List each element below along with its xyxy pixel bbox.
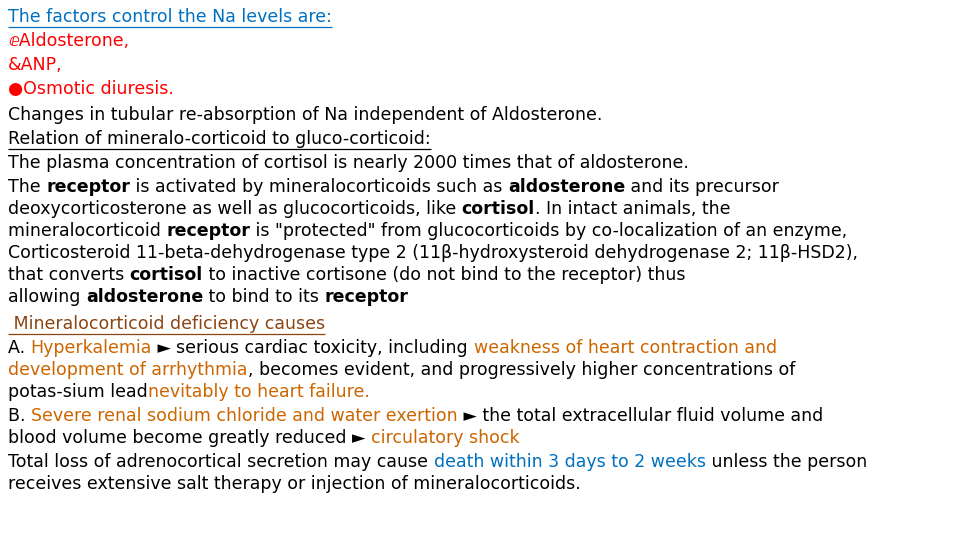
Text: circulatory shock: circulatory shock xyxy=(371,429,519,447)
Text: ►: ► xyxy=(152,339,177,357)
Text: to bind to its: to bind to its xyxy=(204,288,324,306)
Text: that converts: that converts xyxy=(8,266,130,284)
Text: , becomes evident, and progressively higher concentrations of: , becomes evident, and progressively hig… xyxy=(248,361,795,379)
Text: deoxycorticosterone as well as glucocorticoids, like: deoxycorticosterone as well as glucocort… xyxy=(8,200,462,218)
Text: receptor: receptor xyxy=(46,178,130,196)
Text: cortisol: cortisol xyxy=(462,200,535,218)
Text: aldosterone: aldosterone xyxy=(508,178,625,196)
Text: Hyperkalemia: Hyperkalemia xyxy=(31,339,152,357)
Text: ●Osmotic diuresis.: ●Osmotic diuresis. xyxy=(8,80,174,98)
Text: development of arrhythmia: development of arrhythmia xyxy=(8,361,248,379)
Text: is activated by mineralocorticoids such as: is activated by mineralocorticoids such … xyxy=(130,178,508,196)
Text: The: The xyxy=(8,178,46,196)
Text: receptor: receptor xyxy=(166,222,251,240)
Text: Severe renal sodium chloride and water exertion: Severe renal sodium chloride and water e… xyxy=(31,407,458,425)
Text: mineralocorticoid: mineralocorticoid xyxy=(8,222,166,240)
Text: potas-sium lead: potas-sium lead xyxy=(8,383,148,401)
Text: Corticosteroid 11-beta-dehydrogenase type 2 (11β-hydroxysteroid dehydrogenase 2;: Corticosteroid 11-beta-dehydrogenase typ… xyxy=(8,244,858,262)
Text: A.: A. xyxy=(8,339,31,357)
Text: Mineralocorticoid deficiency causes: Mineralocorticoid deficiency causes xyxy=(8,315,325,333)
Text: ► the total extracellular fluid volume and: ► the total extracellular fluid volume a… xyxy=(458,407,823,425)
Text: The plasma concentration of cortisol is nearly 2000 times that of aldosterone.: The plasma concentration of cortisol is … xyxy=(8,154,689,172)
Text: B.: B. xyxy=(8,407,31,425)
Text: Total loss of adrenocortical secretion may cause: Total loss of adrenocortical secretion m… xyxy=(8,453,434,471)
Text: nevitably to heart failure.: nevitably to heart failure. xyxy=(148,383,370,401)
Text: . In intact animals, the: . In intact animals, the xyxy=(535,200,731,218)
Text: death within 3 days to 2 weeks: death within 3 days to 2 weeks xyxy=(434,453,706,471)
Text: allowing: allowing xyxy=(8,288,85,306)
Text: aldosterone: aldosterone xyxy=(85,288,204,306)
Text: to inactive cortisone (do not bind to the receptor) thus: to inactive cortisone (do not bind to th… xyxy=(203,266,685,284)
Text: ⅇAldosterone,: ⅇAldosterone, xyxy=(8,32,130,50)
Text: blood volume become greatly reduced ►: blood volume become greatly reduced ► xyxy=(8,429,371,447)
Text: and its precursor: and its precursor xyxy=(625,178,779,196)
Text: Changes in tubular re-absorption of Na independent of Aldosterone.: Changes in tubular re-absorption of Na i… xyxy=(8,106,602,124)
Text: receptor: receptor xyxy=(324,288,408,306)
Text: Relation of mineralo-corticoid to gluco-corticoid:: Relation of mineralo-corticoid to gluco-… xyxy=(8,130,431,148)
Text: &ANP,: &ANP, xyxy=(8,56,62,74)
Text: is "protected" from glucocorticoids by co-localization of an enzyme,: is "protected" from glucocorticoids by c… xyxy=(251,222,848,240)
Text: unless the person: unless the person xyxy=(706,453,867,471)
Text: receives extensive salt therapy or injection of mineralocorticoids.: receives extensive salt therapy or injec… xyxy=(8,475,581,493)
Text: The factors control the Na levels are:: The factors control the Na levels are: xyxy=(8,8,332,26)
Text: cortisol: cortisol xyxy=(130,266,203,284)
Text: weakness of heart contraction and: weakness of heart contraction and xyxy=(473,339,777,357)
Text: serious cardiac toxicity, including: serious cardiac toxicity, including xyxy=(177,339,473,357)
